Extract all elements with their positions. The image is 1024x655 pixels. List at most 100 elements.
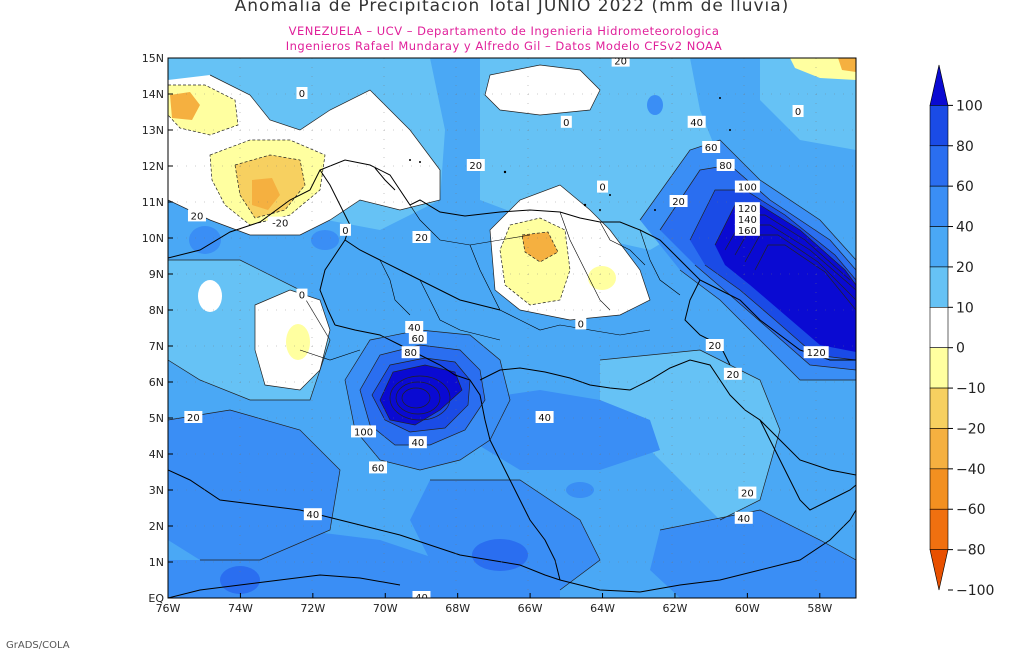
contour-label-bg <box>184 411 203 423</box>
lat-label: 11N <box>142 196 164 209</box>
legend-swatch <box>929 266 949 308</box>
contour-label-bg <box>401 346 420 359</box>
contour-label: 60 <box>705 143 718 154</box>
contour-label-bg <box>412 591 431 598</box>
contour-label: 40 <box>415 593 428 604</box>
lon-label: 64W <box>590 602 615 615</box>
contour-label-bg <box>687 115 706 128</box>
contour-label-bg <box>466 159 485 171</box>
contour-label-bg <box>611 58 630 67</box>
legend-label: 60 <box>956 179 974 195</box>
contour-label-bg <box>716 159 735 171</box>
contour-label-bg <box>575 317 587 330</box>
lat-label: 2N <box>149 520 164 533</box>
legend-label: −100 <box>956 583 994 599</box>
contour-label: -20 <box>272 219 288 230</box>
contour-label-bg <box>560 115 572 128</box>
lat-label: 3N <box>149 484 164 497</box>
contour-label: 0 <box>795 107 801 118</box>
legend-label: 0 <box>956 341 965 357</box>
contour-label: 20 <box>741 489 754 500</box>
contour-label: 20 <box>708 341 721 352</box>
longitude-axis: 76W 74W 72W 70W 68W 66W 64W 62W 60W 58W <box>156 593 832 615</box>
contour-label-bg <box>412 231 431 243</box>
contour-label: 40 <box>306 510 319 521</box>
contour-label: 0 <box>299 291 305 302</box>
contour-label-bg <box>734 223 760 236</box>
lat-label: 13N <box>142 124 164 137</box>
legend-label: 40 <box>956 220 974 236</box>
contour-label: 20 <box>469 161 482 172</box>
contour-label-bg <box>734 180 760 193</box>
lat-label: 14N <box>142 88 164 101</box>
lat-label: 9N <box>149 268 164 281</box>
lat-label: 6N <box>149 376 164 389</box>
contour-label-bg <box>669 195 688 207</box>
contour-label-bg <box>408 436 427 449</box>
legend-swatch <box>929 468 949 510</box>
precipitation-field: 000202020-200200002040608010012014016012… <box>168 57 856 604</box>
legend-label: 20 <box>956 260 974 276</box>
lat-label: 12N <box>142 160 164 173</box>
contour-label: 0 <box>578 319 584 330</box>
contour-label: 40 <box>408 323 421 334</box>
legend-swatch <box>929 387 949 429</box>
contour-label: 160 <box>738 226 757 237</box>
contour-label: 20 <box>672 197 685 208</box>
lon-label: 66W <box>518 602 543 615</box>
legend-label: −40 <box>956 462 986 478</box>
contour-label-bg <box>705 339 724 351</box>
legend-swatch <box>929 145 949 187</box>
map-subtitle-institution: VENEZUELA – UCV – Departamento de Ingeni… <box>288 24 720 38</box>
contour-label-bg <box>339 223 351 236</box>
lat-label: 10N <box>142 232 164 245</box>
contour-label-bg <box>738 486 757 499</box>
lat-label: EQ <box>148 592 164 605</box>
contour-label-bg <box>187 209 206 222</box>
lon-label: 70W <box>373 602 398 615</box>
lon-label: 72W <box>300 602 325 615</box>
contour-label: 40 <box>690 118 703 129</box>
lon-label: 62W <box>663 602 688 615</box>
contour-label-bg <box>296 87 308 99</box>
contour-labels: 000202020-200200002040608010012014016012… <box>184 57 829 604</box>
contour-label-bg <box>734 511 753 524</box>
contour-label: 20 <box>187 413 200 424</box>
software-credit: GrADS/COLA <box>6 640 70 651</box>
lon-label: 76W <box>156 602 181 615</box>
legend-swatch <box>929 549 949 591</box>
contour-label-bg <box>597 180 609 193</box>
contour-label-bg <box>702 141 721 153</box>
contour-label: 0 <box>563 118 569 129</box>
legend-label: 100 <box>956 98 983 114</box>
contour-label: 20 <box>191 211 204 222</box>
contour-label: 0 <box>342 226 348 237</box>
map-frame <box>167 57 857 599</box>
legend-swatch <box>929 428 949 470</box>
contour-label-bg <box>535 411 554 423</box>
legend-label: 10 <box>956 300 974 316</box>
contour-label: 140 <box>738 215 757 226</box>
contour-label: 60 <box>411 334 424 345</box>
lon-label: 68W <box>445 602 470 615</box>
legend-swatch <box>929 307 949 348</box>
contour-label-bg <box>734 213 760 225</box>
contour-label: 80 <box>404 348 417 359</box>
legend-swatch <box>929 226 949 268</box>
contour-label: 0 <box>599 183 605 194</box>
contour-label: 20 <box>614 57 627 68</box>
lon-label: 74W <box>228 602 253 615</box>
contour-label-bg <box>296 288 308 301</box>
contour-label-bg <box>267 216 293 229</box>
lat-label: 4N <box>149 448 164 461</box>
contour-label-bg <box>792 105 804 117</box>
contour-label: 100 <box>738 183 757 194</box>
lat-label: 7N <box>149 340 164 353</box>
legend-label: 80 <box>956 139 974 155</box>
contour-label-bg <box>803 346 829 359</box>
lon-label: 58W <box>807 602 832 615</box>
lat-label: 5N <box>149 412 164 425</box>
contour-label: 0 <box>299 89 305 100</box>
